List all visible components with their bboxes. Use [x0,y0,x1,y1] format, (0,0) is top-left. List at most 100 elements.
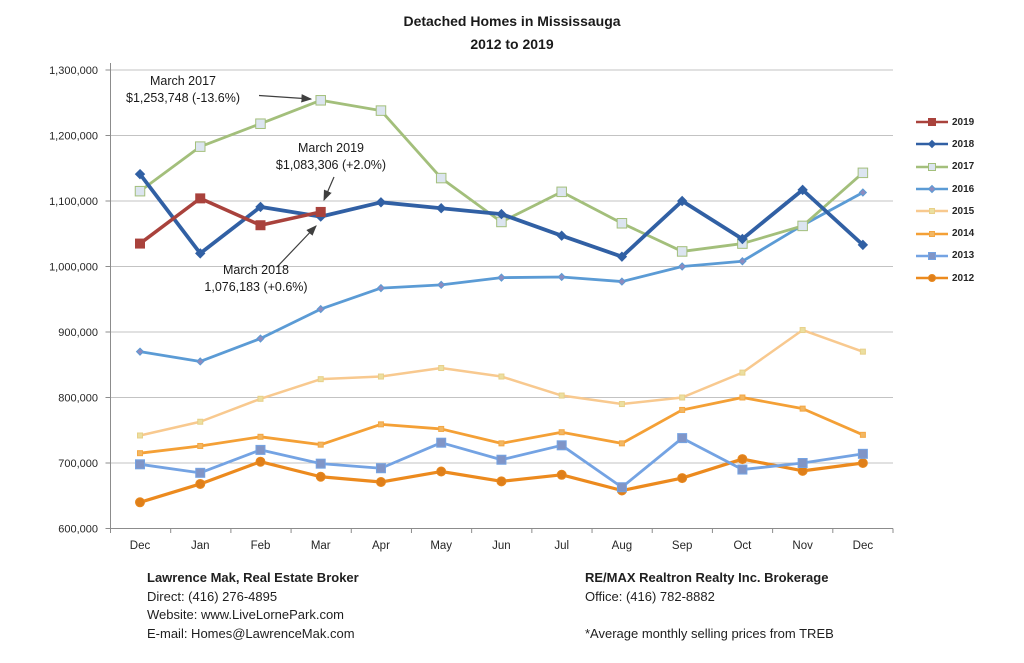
data-point-marker [677,433,688,444]
data-point-marker [616,482,627,493]
data-point-marker [315,95,326,106]
x-axis-label: Oct [733,540,752,552]
data-point-marker [558,429,565,436]
data-point-marker [438,425,445,432]
data-point-marker [255,456,266,467]
data-point-marker [556,440,567,451]
data-point-marker [857,239,869,251]
y-axis-label: 600,000 [58,524,98,536]
legend-label-2015: 2015 [952,205,975,217]
data-point-marker [316,304,325,314]
data-point-marker [255,201,266,213]
data-point-marker [676,195,688,207]
data-point-marker [497,273,506,282]
data-point-marker [556,186,567,198]
data-point-marker [134,168,146,180]
legend-swatch-2015 [916,208,948,215]
data-point-marker [797,458,808,468]
legend-label-2014: 2014 [952,228,975,240]
data-point-marker [496,476,507,487]
data-point-marker [929,208,935,215]
annotation-march-2019-value: $1,083,306 (+2.0%) [275,157,387,172]
data-point-marker [197,418,204,425]
data-point-marker [679,406,686,413]
data-point-marker [317,376,324,383]
data-point-marker [799,327,806,334]
x-axis-label: Dec [130,540,151,552]
data-point-marker [197,442,204,449]
annotation-march-2018-value: 1,076,183 (+0.6%) [204,279,308,294]
legend-label-2012: 2012 [952,272,975,284]
data-point-marker [436,280,446,290]
data-point-marker [928,118,936,127]
legend-item-2016: 2016 [915,178,1015,200]
annotation-march-2019: March 2019 $1,083,306 (+2.0%) [231,140,431,173]
data-point-marker [929,230,935,237]
legend-swatch-2019 [916,118,948,127]
x-axis-label: Mar [311,540,331,552]
x-axis-label: Jul [554,540,569,552]
annotation-march-2019-label: March 2019 [297,141,364,155]
data-point-marker [927,140,937,149]
data-point-marker [196,357,205,366]
legend-label-2019: 2019 [952,116,975,128]
data-point-marker [135,238,145,249]
data-point-marker [375,476,386,487]
annotation-arrow [258,94,313,103]
data-point-marker [677,262,687,271]
legend-item-2012: 2012 [915,267,1015,289]
data-point-marker [859,348,866,355]
x-axis-label: Jun [492,540,511,552]
data-point-marker [435,202,447,214]
chart-title-line2: 2012 to 2019 [470,36,554,52]
data-point-marker [436,466,447,477]
data-point-marker [256,334,265,343]
series-2019-line [138,196,323,246]
y-axis-label: 1,100,000 [49,196,98,208]
data-point-marker [137,450,143,457]
data-point-marker [676,246,688,257]
data-point-marker [137,432,143,439]
data-point-marker [617,277,627,286]
data-point-marker [857,448,868,459]
data-point-marker [557,272,566,282]
plot-area: 600,000 700,000 800,000 900,000 1,000,000 1,1… [49,63,894,552]
data-point-marker [679,394,686,401]
y-axis-label: 700,000 [58,458,98,470]
data-point-marker [928,251,936,260]
data-point-marker [737,233,748,245]
data-point-marker [738,257,747,266]
data-point-marker [375,105,387,116]
legend-swatch-2016 [916,184,948,194]
broker-name: Lawrence Mak, Real Estate Broker [147,570,359,585]
broker-phone: Direct: (416) 276-4895 [147,588,278,604]
series-2014 [137,394,866,457]
y-axis-label: 1,300,000 [49,65,98,77]
data-point-marker [375,463,386,474]
series-2018 [134,168,869,262]
data-point-marker [737,454,748,465]
x-axis-label: Apr [372,540,390,552]
y-axis-label: 1,000,000 [49,262,98,274]
data-point-marker [315,471,326,482]
x-axis-label: Dec [853,540,874,552]
data-point-marker [928,162,936,171]
data-point-marker [737,464,748,475]
y-axis-label: 800,000 [58,393,98,405]
data-point-marker [496,454,507,465]
data-point-marker [435,172,447,184]
data-point-marker [255,118,266,129]
annotation-arrow [276,225,317,268]
data-point-marker [739,394,746,401]
data-point-marker [797,220,808,232]
legend-swatch-2018 [916,140,948,149]
chart-title-line1: Detached Homes in Mississauga [403,13,621,29]
data-point-marker [558,392,565,399]
data-point-marker [618,401,625,408]
legend-label-2017: 2017 [952,161,975,173]
legend-item-2015: 2015 [915,200,1015,222]
data-point-marker [928,274,936,283]
data-point-marker [739,369,746,376]
